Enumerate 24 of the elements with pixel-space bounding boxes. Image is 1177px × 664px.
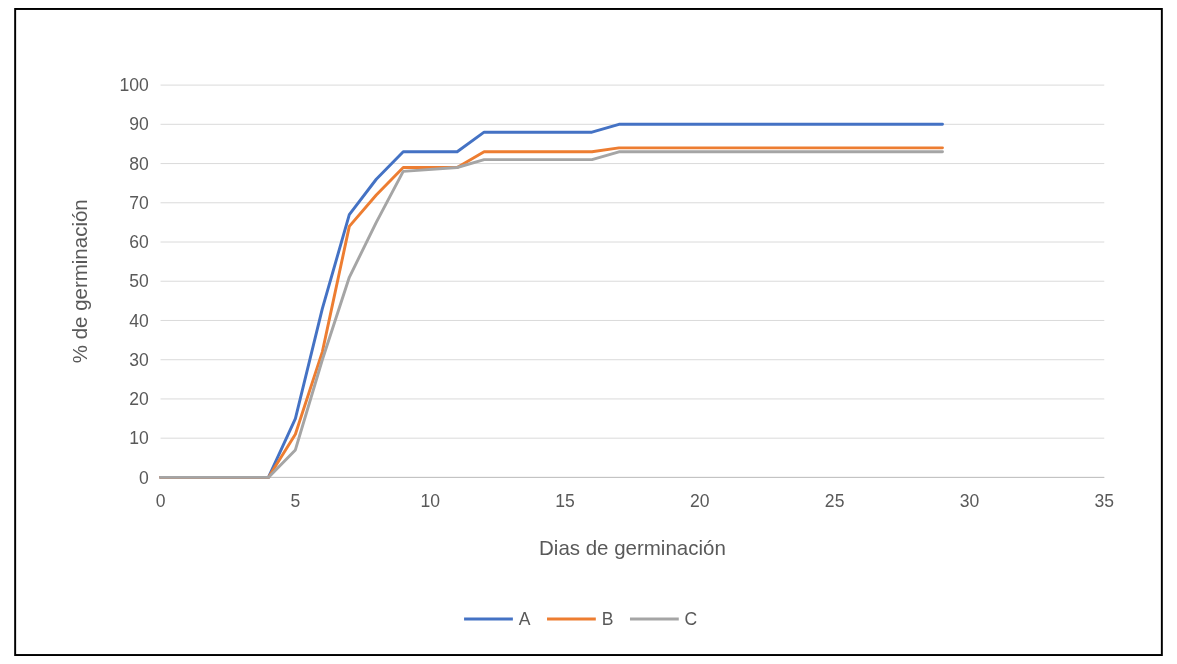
x-tick-label: 25 (824, 490, 845, 511)
x-tick-label: 0 (155, 490, 166, 511)
legend-label: A (518, 609, 531, 630)
y-tick-label: 90 (129, 114, 150, 135)
x-axis-title: Dias de germinación (539, 536, 726, 560)
y-tick-label: 40 (129, 310, 150, 331)
x-tick-label: 30 (959, 490, 980, 511)
y-tick-label: 30 (129, 349, 150, 370)
x-tick-label: 5 (290, 490, 301, 511)
y-axis-title: % de germinación (68, 199, 92, 364)
y-tick-label: 0 (139, 467, 150, 488)
y-tick-label: 70 (129, 192, 150, 213)
x-tick-label: 15 (555, 490, 575, 511)
y-tick-label: 20 (129, 389, 150, 410)
y-tick-label: 10 (129, 428, 150, 449)
x-tick-label: 35 (1094, 490, 1115, 511)
legend-label: C (684, 609, 698, 630)
y-tick-label: 80 (129, 153, 150, 174)
x-tick-label: 10 (420, 490, 441, 511)
legend-label: B (601, 609, 614, 630)
y-tick-label: 100 (119, 75, 150, 96)
x-tick-label: 20 (690, 490, 710, 511)
y-tick-label: 60 (129, 232, 150, 253)
y-tick-label: 50 (129, 271, 150, 292)
